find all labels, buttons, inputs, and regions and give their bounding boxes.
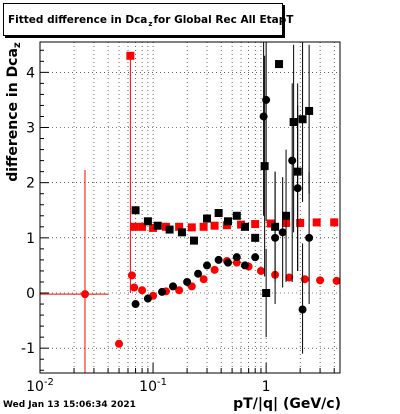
data-point-circle — [298, 305, 307, 314]
data-point-square — [224, 217, 233, 226]
data-point-square — [330, 218, 339, 227]
data-point-circle — [305, 233, 314, 242]
data-point-circle — [285, 273, 294, 282]
data-point-circle — [240, 261, 249, 270]
y-axis-title-main: difference in Dca — [5, 48, 21, 182]
data-point-square — [251, 220, 260, 229]
data-point-square — [275, 60, 284, 69]
data-point-square — [187, 223, 196, 232]
y-tick-label: 3 — [26, 121, 35, 137]
chart-title-suffix: for Global Rec All EtapT — [153, 13, 294, 26]
data-point-circle — [203, 261, 212, 270]
chart-title: Fitted difference in Dca z for Global Rec… — [3, 3, 293, 36]
data-point-square — [203, 214, 212, 223]
data-point-circle — [143, 294, 152, 303]
data-point-circle — [259, 112, 268, 121]
data-point-circle — [300, 275, 309, 284]
x-tick-label: 10-2 — [26, 377, 54, 395]
data-point-square — [240, 222, 249, 231]
data-point-square — [312, 218, 321, 227]
data-point-square — [266, 219, 275, 228]
data-point-square — [199, 222, 208, 231]
data-point-square — [293, 167, 302, 176]
data-point-square — [210, 221, 219, 230]
data-point-circle — [194, 269, 203, 278]
plot-frame — [39, 41, 341, 374]
data-point-square — [260, 162, 269, 171]
data-point-square — [296, 218, 305, 227]
y-tick-label: -1 — [21, 341, 35, 357]
y-axis-title: difference in Dcaz — [5, 32, 23, 192]
data-point-circle — [288, 156, 297, 165]
data-point-circle — [224, 258, 233, 267]
data-point-circle — [256, 266, 265, 275]
x-tick-label: 10-1 — [139, 377, 167, 395]
data-point-square — [282, 211, 291, 220]
data-point-square — [305, 106, 314, 115]
data-point-circle — [262, 95, 271, 104]
data-point-square — [251, 233, 260, 242]
chart-title-subscript: z — [148, 19, 153, 28]
data-point-square — [262, 289, 271, 298]
axis-ticks: -1 0 1 2 3 4 10-2 10-1 1 — [21, 49, 335, 395]
data-point-square — [149, 223, 158, 232]
data-point-square — [130, 222, 139, 231]
timestamp: Wed Jan 13 15:06:34 2021 — [3, 400, 136, 410]
data-point-circle — [127, 271, 136, 280]
y-tick-label: 0 — [26, 286, 35, 302]
data-point-square — [189, 236, 198, 245]
data-point-circle — [158, 287, 167, 296]
data-point-circle — [316, 276, 325, 285]
data-point-square — [165, 225, 174, 234]
data-point-circle — [168, 282, 177, 291]
data-point-square — [153, 221, 162, 230]
data-point-circle — [80, 290, 89, 299]
data-points — [40, 42, 341, 373]
chart-title-prefix: Fitted difference in Dca — [8, 13, 148, 26]
data-point-square — [232, 211, 241, 220]
data-point-circle — [199, 275, 208, 284]
data-point-circle — [214, 255, 223, 264]
x-tick-label: 1 — [262, 379, 271, 395]
y-tick-label: 4 — [26, 65, 35, 81]
data-point-circle — [251, 253, 260, 262]
data-point-circle — [115, 339, 124, 348]
data-point-circle — [175, 286, 184, 295]
data-point-circle — [332, 276, 341, 285]
data-point-circle — [130, 283, 139, 292]
data-point-circle — [131, 300, 140, 309]
data-point-square — [298, 115, 307, 124]
data-point-square — [126, 51, 135, 60]
data-point-square — [214, 209, 223, 218]
data-point-square — [138, 222, 147, 231]
y-tick-label: 2 — [26, 176, 35, 192]
data-point-circle — [183, 277, 192, 286]
y-axis-title-subscript: z — [12, 42, 23, 49]
data-point-square — [175, 222, 184, 231]
data-point-circle — [138, 286, 147, 295]
y-tick-label: 1 — [26, 231, 35, 247]
data-point-square — [177, 228, 186, 237]
data-point-square — [271, 222, 280, 231]
x-axis-title: pT/|q| (GeV/c) — [233, 396, 341, 412]
data-point-square — [143, 217, 152, 226]
data-point-square — [131, 206, 140, 215]
data-point-circle — [232, 253, 241, 262]
data-point-circle — [232, 258, 241, 267]
data-point-square — [289, 117, 298, 126]
data-point-circle — [210, 265, 219, 274]
data-point-circle — [278, 228, 287, 237]
